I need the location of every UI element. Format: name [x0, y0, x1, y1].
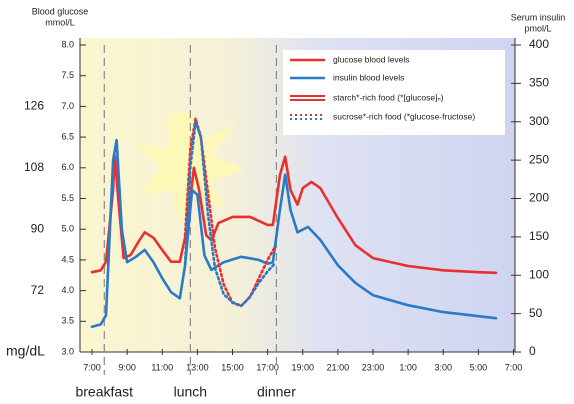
y2-tick-label: 250: [529, 152, 549, 166]
y-unit: mmol/L: [45, 17, 75, 27]
x-tick-label: 15:00: [221, 362, 244, 372]
alt-tick-label: 108: [24, 160, 44, 174]
y2-tick-label: 50: [529, 306, 543, 320]
x-tick-label: 1:00: [399, 362, 417, 372]
series-line: [90, 138, 498, 328]
y-tick-label: 8.0: [61, 39, 74, 49]
series-line: [90, 154, 498, 275]
y-tick-label: 4.5: [61, 254, 74, 264]
x-tick-label: 17:00: [256, 362, 279, 372]
meal-label: dinner: [257, 384, 296, 400]
legend-label: glucose blood levels: [333, 54, 410, 64]
legend-label: sucrose*-rich food (*glucose-fructose): [333, 111, 475, 121]
y-tick-label: 5.0: [61, 224, 74, 234]
y2-tick-label: 300: [529, 114, 549, 128]
y2-unit: pmol/L: [524, 23, 551, 33]
alt-tick-label: 126: [24, 99, 44, 113]
y-tick-label: 6.0: [61, 162, 74, 172]
y-tick-label: 4.0: [61, 285, 74, 295]
y-title: Blood glucose: [32, 6, 89, 16]
x-tick-label: 9:00: [118, 362, 136, 372]
y2-tick-label: 350: [529, 76, 549, 90]
y-tick-label: 7.5: [61, 70, 74, 80]
x-tick-label: 19:00: [291, 362, 314, 372]
y-tick-label: 7.0: [61, 101, 74, 111]
x-tick-label: 7:00: [83, 362, 101, 372]
x-tick-label: 13:00: [186, 362, 209, 372]
series-line: [183, 120, 276, 308]
y2-tick-label: 200: [529, 191, 549, 205]
legend-label: insulin blood levels: [333, 72, 404, 82]
alt-unit: mg/dL: [6, 343, 45, 359]
y2-tick-label: 150: [529, 229, 549, 243]
legend: [283, 50, 505, 135]
x-tick-label: 3:00: [434, 362, 452, 372]
legend-label: starch*-rich food (*[glucose]ₙ): [333, 92, 444, 102]
y-tick-label: 5.5: [61, 193, 74, 203]
y2-tick-label: 400: [529, 37, 549, 51]
x-tick-label: 11:00: [151, 362, 173, 372]
y-tick-label: 6.5: [61, 131, 74, 141]
y2-tick-label: 0: [529, 344, 536, 358]
y2-title: Serum insulin: [511, 12, 566, 22]
meal-label: lunch: [174, 384, 207, 400]
alt-tick-label: 72: [31, 283, 45, 297]
x-tick-label: 21:00: [327, 362, 350, 372]
x-tick-label: 5:00: [470, 362, 488, 372]
y2-tick-label: 100: [529, 267, 549, 281]
alt-tick-label: 90: [31, 221, 45, 235]
x-tick-label: 7:00: [505, 362, 523, 372]
x-tick-label: 23:00: [362, 362, 385, 372]
y-tick-label: 3.0: [61, 346, 74, 356]
meal-label: breakfast: [75, 384, 133, 400]
series-line: [183, 117, 276, 308]
y-tick-label: 3.5: [61, 316, 74, 326]
